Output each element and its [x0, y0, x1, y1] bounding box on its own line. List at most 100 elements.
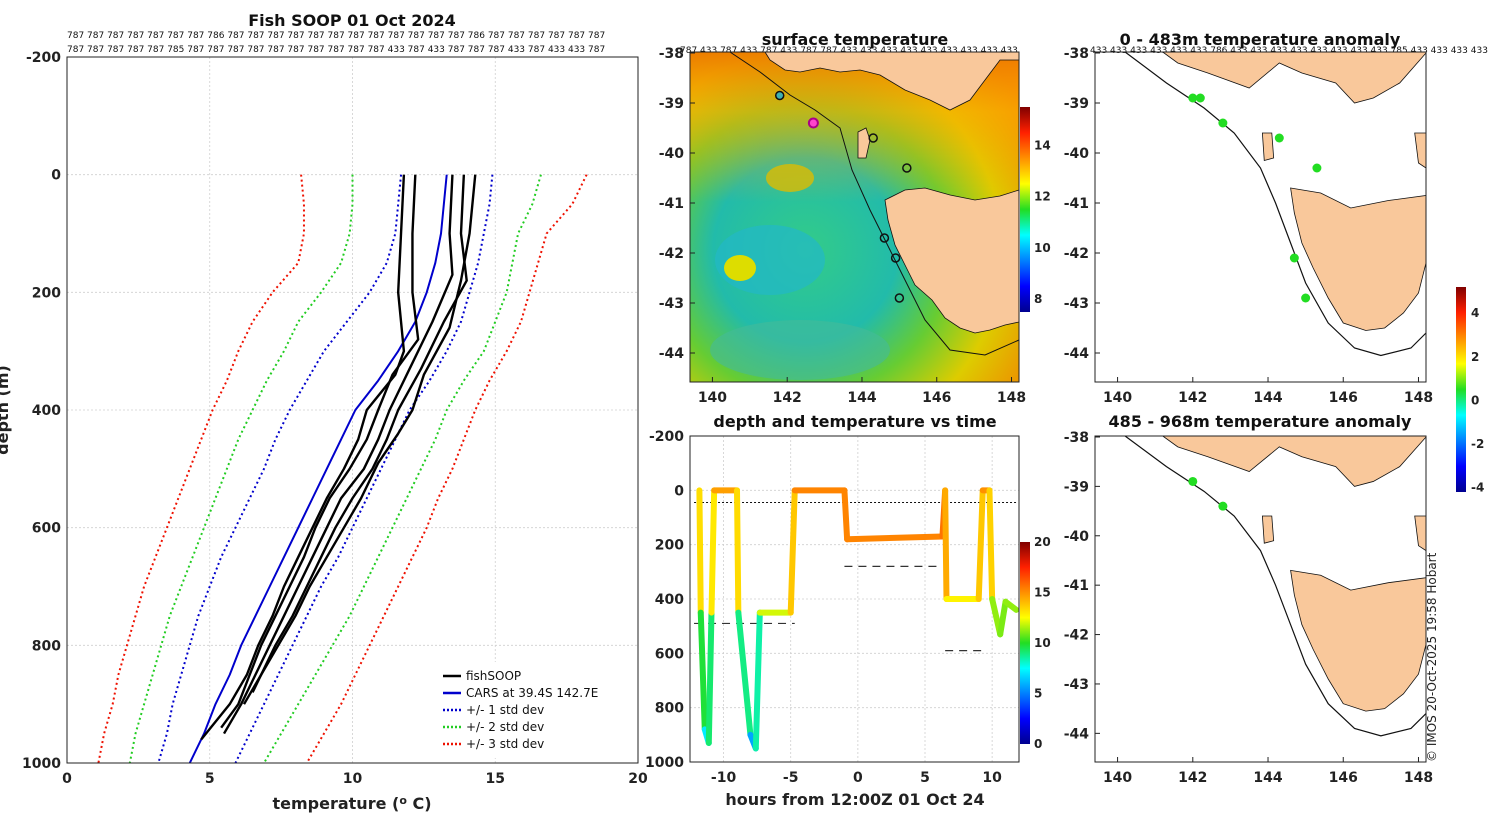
anom-shallow-xtick-label: 146: [1329, 390, 1358, 406]
cars-climatology-line: [188, 174, 448, 764]
sst-colorbar-label: 10: [1034, 241, 1051, 255]
sst-xtick-label: 140: [698, 390, 727, 406]
anom-shallow-anomaly-point: [1301, 293, 1311, 303]
time-track-segment: [844, 533, 946, 543]
anom-shallow-xtick-label: 144: [1253, 390, 1282, 406]
anom-deep-flinders-island: [1414, 515, 1427, 552]
anom-colorbar-label: -2: [1471, 437, 1484, 451]
time-colorbar: [1020, 542, 1030, 744]
sst-ytick-label: -41: [659, 196, 684, 212]
sst-station-marker: [902, 163, 912, 173]
sst-station-marker: [894, 293, 905, 303]
sst-station-marker: [890, 253, 901, 263]
anom-deep-mainland: [1161, 435, 1427, 487]
anom-deep-ytick-label: -44: [1064, 726, 1090, 742]
profile-ytick-label: 0: [51, 168, 61, 184]
anom-deep-king-island: [1261, 515, 1275, 544]
sst-ytick-label: -39: [659, 96, 684, 112]
anom-shallow-frame: [1094, 51, 1427, 383]
sst-markers: [774, 90, 912, 303]
sst-station-marker: [774, 90, 785, 101]
profile-ytick-label: 800: [32, 638, 61, 654]
anom-shallow-count-row: 433 433 433 433 433 433 786 433 433 433 …: [1090, 46, 1488, 56]
time-ytick-label: 400: [655, 592, 684, 608]
time-track-segment: [735, 609, 754, 738]
time-colorbar-label: 0: [1034, 737, 1042, 751]
sst-colorbar-ticks: 8 10 12 14: [1034, 138, 1051, 306]
time-xtick-label: 5: [920, 770, 930, 786]
time-ytick-label: 200: [655, 538, 684, 554]
time-track-segment: [696, 487, 704, 616]
anom-shallow-anomaly-point: [1312, 163, 1322, 173]
sst-xtick-label: 142: [773, 390, 802, 406]
anom-shallow-title: 0 - 483m temperature anomaly: [1120, 30, 1401, 49]
legend-label-fishsoop: fishSOOP: [466, 669, 521, 683]
profile-xtick-label: 20: [628, 771, 648, 787]
profile-ytick-label: 200: [32, 285, 61, 301]
anom-shallow-anomaly-point: [1195, 93, 1205, 103]
legend-label-3std: +/- 3 std dev: [466, 737, 544, 751]
anom-deep-ytick-label: -39: [1064, 479, 1089, 495]
anom-shallow-flinders-island: [1414, 132, 1427, 169]
time-ytick-label: 600: [655, 646, 684, 662]
fishsoop-profile-line: [200, 174, 406, 741]
anom-shallow-ytick-label: -41: [1064, 196, 1089, 212]
fishsoop-profile-line: [242, 174, 468, 705]
time-ticks: -10 -5 0 5 10 -200 0 200 400 600 800 1000: [645, 429, 1002, 786]
profile-ytick-label: 400: [32, 403, 61, 419]
anom-deep-xtick-label: 140: [1103, 770, 1132, 786]
anom-shallow-map: [1124, 51, 1427, 357]
anom-colorbar-label: 4: [1471, 306, 1479, 320]
sst-map-panel: surface temperature 787 433 787 433 787 …: [659, 30, 1051, 406]
sst-xtick-label: 144: [847, 390, 876, 406]
sst-king-island: [857, 127, 871, 159]
sst-colorbar-label: 8: [1034, 292, 1042, 306]
std-dev-line: [128, 174, 354, 764]
anom-shallow-xtick-label: 148: [1404, 390, 1433, 406]
profile-xtick-label: 5: [205, 771, 215, 787]
time-ytick-label: -200: [649, 429, 684, 445]
time-xtick-label: 0: [853, 770, 863, 786]
anom-deep-xtick-label: 146: [1329, 770, 1358, 786]
sst-count-row: 787 433 787 433 787 433 787 787 433 433 …: [680, 46, 1018, 56]
sst-xtick-label: 146: [922, 390, 951, 406]
sst-title: surface temperature: [762, 30, 949, 49]
profile-ytick-label: 1000: [22, 756, 61, 772]
anom-colorbar-ticks: -4 -2 0 2 4: [1471, 306, 1484, 494]
anom-shallow-ytick-label: -39: [1064, 96, 1089, 112]
std-dev-line: [305, 174, 588, 764]
fishsoop-profile-line: [220, 174, 420, 729]
profile-xtick-label: 15: [486, 771, 505, 787]
legend-label-2std: +/- 2 std dev: [466, 720, 544, 734]
anom-shallow-anomaly-point: [1218, 118, 1228, 128]
anom-colorbar-label: -4: [1471, 481, 1484, 495]
profile-xtick-label: 0: [62, 771, 72, 787]
sst-ytick-label: -44: [659, 346, 685, 362]
profile-ytick-label: 600: [32, 521, 61, 537]
sst-shelf-break: [729, 51, 1020, 356]
time-track-segment: [986, 487, 996, 602]
anom-deep-shelf-break: [1124, 435, 1427, 737]
profile-ticks: 0 5 10 15 20 -200 0 200 400 600 800 1000: [22, 50, 648, 787]
time-track-segment: [1002, 598, 1020, 613]
sst-colorbar-label: 14: [1034, 138, 1051, 152]
sst-ytick-label: -38: [659, 46, 684, 62]
time-xlabel: hours from 12:00Z 01 Oct 24: [725, 790, 984, 809]
time-panel: depth and temperature vs time -10 -5 0 5 10-…: [645, 412, 1051, 809]
anom-deep-xtick-label: 144: [1253, 770, 1282, 786]
time-track-segment: [705, 609, 715, 746]
time-ytick-label: 0: [674, 483, 684, 499]
std-dev-line: [97, 174, 305, 764]
legend-label-1std: +/- 1 std dev: [466, 703, 544, 717]
anom-shallow-king-island: [1261, 132, 1275, 162]
profile-ylabel: depth (m): [0, 365, 12, 455]
time-xtick-label: 10: [982, 770, 1002, 786]
sst-mainland: [764, 51, 1020, 111]
time-colorbar-label: 15: [1034, 586, 1051, 600]
anomaly-deep-panel: 485 - 968m temperature anomaly 140 142 144…: [1064, 287, 1484, 786]
legend-label-cars: CARS at 39.4S 142.7E: [466, 686, 598, 700]
anom-shallow-ytick-label: -38: [1064, 46, 1089, 62]
anom-colorbar-label: 2: [1471, 350, 1479, 364]
anom-shallow-anomaly-point: [1188, 93, 1198, 103]
